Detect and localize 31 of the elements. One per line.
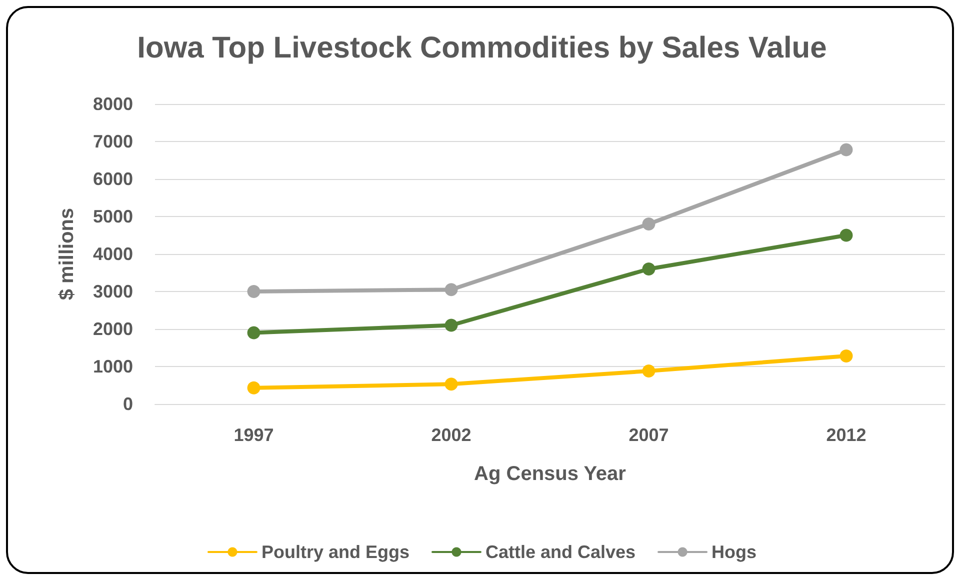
- point: [444, 283, 458, 296]
- y-tick-label: 7000: [92, 132, 133, 152]
- x-tick-label: 2012: [826, 425, 866, 445]
- y-tick-label: 1000: [92, 356, 133, 376]
- point: [840, 350, 853, 362]
- y-tick-label: 8000: [92, 94, 133, 114]
- point: [247, 381, 260, 394]
- y-tick-label: 2000: [92, 319, 133, 339]
- point: [642, 218, 656, 230]
- point: [444, 378, 458, 391]
- legend-label: Cattle and Calves: [485, 542, 636, 562]
- x-tick-label: 2002: [431, 425, 472, 445]
- point: [247, 285, 260, 298]
- y-tick-label: 5000: [92, 206, 133, 226]
- point: [840, 143, 853, 156]
- y-tick-label: 6000: [92, 169, 133, 189]
- chart-title: Iowa Top Livestock Commodities by Sales Value: [137, 32, 827, 64]
- point: [642, 262, 656, 276]
- x-tick-label: 2007: [628, 425, 669, 445]
- y-tick-label: 0: [122, 394, 133, 414]
- point: [840, 228, 853, 242]
- point: [444, 318, 458, 332]
- legend-label: Poultry and Eggs: [261, 542, 410, 562]
- y-axis-title: $ millions: [56, 208, 78, 300]
- point: [247, 326, 260, 340]
- x-axis-title: Ag Census Year: [474, 463, 626, 485]
- y-tick-label: 4000: [92, 244, 133, 264]
- y-tick-label: 3000: [92, 282, 133, 302]
- x-tick-label: 1997: [234, 425, 274, 445]
- legend-label: Hogs: [712, 542, 757, 562]
- point: [642, 364, 656, 378]
